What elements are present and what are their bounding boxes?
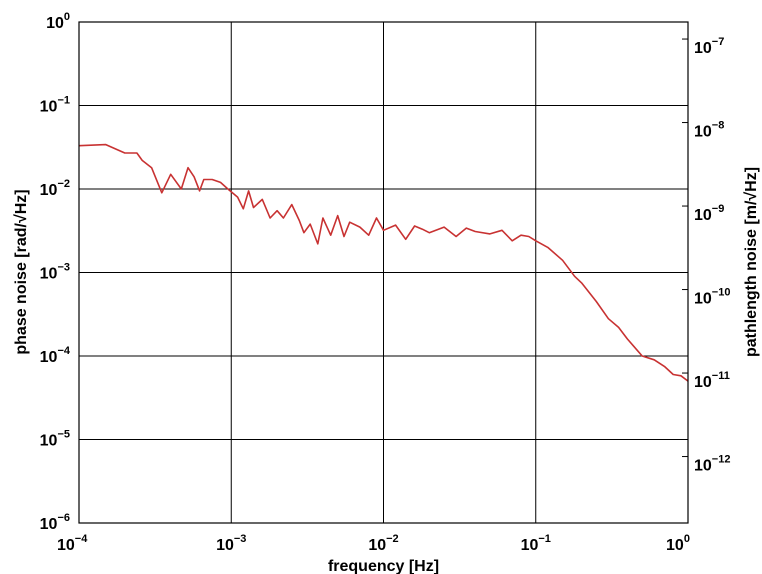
data-series: [78, 143, 689, 382]
y-axis-label: phase noise [rad/√Hz]: [13, 189, 30, 354]
y-tick-label: 100: [46, 11, 70, 32]
right-y-tick-label: 10−9: [694, 203, 724, 224]
x-tick-label: 10−2: [368, 533, 398, 554]
plot-frame: [78, 21, 689, 524]
y-tick-label: 10−3: [40, 262, 70, 283]
y-tick-label: 10−2: [40, 178, 70, 199]
grid-lines: [78, 21, 689, 524]
x-axis-label: frequency [Hz]: [328, 558, 439, 574]
x-tick-labels: 10−4 10−3 10−2 10−1 100: [57, 533, 690, 554]
y-tick-label: 10−4: [40, 345, 71, 366]
y-tick-label: 10−1: [40, 95, 70, 116]
y-tick-label: 10−6: [40, 512, 70, 533]
right-y-tick-label: 10−7: [694, 36, 724, 57]
x-tick-label: 100: [666, 533, 690, 554]
noise-spectrum-line: [78, 143, 689, 382]
x-tick-label: 10−4: [57, 533, 88, 554]
right-y-tick-label: 10−11: [694, 370, 730, 391]
y-tick-label: 10−5: [40, 429, 70, 450]
right-y-tick-label: 10−10: [694, 287, 730, 308]
right-y-axis-label: pathlength noise [m/√Hz]: [743, 167, 760, 357]
right-y-tick-labels: 10−7 10−8 10−9 10−10 10−11 10−12: [694, 36, 730, 475]
x-tick-label: 10−3: [216, 533, 246, 554]
y-tick-labels: 100 10−1 10−2 10−3 10−4 10−5 10−6: [40, 11, 71, 533]
right-y-tick-label: 10−12: [694, 454, 730, 475]
right-y-tick-label: 10−8: [694, 120, 724, 141]
x-tick-label: 10−1: [521, 533, 551, 554]
